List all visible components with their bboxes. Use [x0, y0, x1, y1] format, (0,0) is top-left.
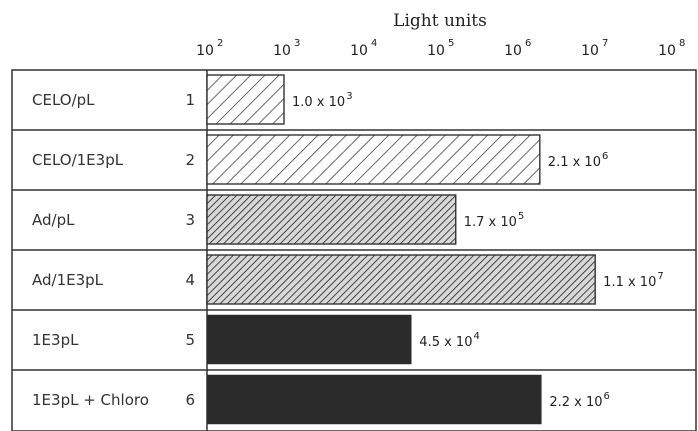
data-label: 1.0 x 10 — [292, 95, 345, 110]
row-label: 1E3pL + Chloro — [32, 391, 149, 409]
chart-row: 1E3pL 5 4.5 x 10 4 — [12, 309, 696, 365]
row-number: 6 — [185, 391, 195, 409]
data-label: 2.2 x 10 — [549, 395, 602, 410]
x-tick-label: 10 — [196, 43, 214, 59]
x-tick-label: 10 — [658, 43, 676, 59]
row-label: CELO/pL — [32, 91, 95, 109]
row-number: 2 — [185, 151, 195, 169]
bar — [206, 74, 285, 125]
row-label: 1E3pL — [32, 331, 79, 349]
chart-row: CELO/pL 1 1.0 x 10 3 — [32, 74, 353, 125]
x-axis-title: Light units — [393, 11, 487, 31]
data-label: 1.1 x 10 — [603, 275, 656, 290]
chart-row: Ad/1E3pL 4 1.1 x 10 7 — [12, 249, 696, 305]
bar — [206, 134, 541, 185]
bar — [206, 254, 596, 305]
x-tick-label: 10 — [504, 43, 522, 59]
bar — [206, 194, 457, 245]
x-tick-label: 10 — [273, 43, 291, 59]
data-label-exponent: 5 — [518, 211, 524, 222]
bar — [206, 374, 542, 425]
data-label: 2.1 x 10 — [548, 155, 601, 170]
data-label-exponent: 6 — [602, 151, 608, 162]
x-tick-label: 10 — [581, 43, 599, 59]
x-tick-exponent: 3 — [294, 38, 300, 49]
chart-row: 1E3pL + Chloro 6 2.2 x 10 6 — [12, 369, 696, 425]
x-tick-exponent: 2 — [217, 38, 223, 49]
data-label-exponent: 7 — [657, 271, 663, 282]
row-label: Ad/pL — [32, 211, 75, 229]
bar — [206, 314, 412, 365]
x-tick-label: 10 — [350, 43, 368, 59]
x-tick-exponent: 6 — [525, 38, 531, 49]
data-label-exponent: 3 — [346, 91, 352, 102]
row-number: 3 — [185, 211, 195, 229]
data-label-exponent: 6 — [604, 391, 610, 402]
x-tick-exponent: 5 — [448, 38, 454, 49]
row-number: 4 — [185, 271, 195, 289]
x-tick-label: 10 — [427, 43, 445, 59]
x-axis-ticks: 10 2 10 3 10 4 10 5 10 6 10 7 10 8 — [196, 38, 685, 59]
x-tick-exponent: 4 — [371, 38, 377, 49]
chart-row: Ad/pL 3 1.7 x 10 5 — [12, 189, 696, 245]
x-tick-exponent: 7 — [602, 38, 608, 49]
row-number: 5 — [185, 331, 195, 349]
data-label: 4.5 x 10 — [419, 335, 472, 350]
row-number: 1 — [185, 91, 195, 109]
data-label: 1.7 x 10 — [464, 215, 517, 230]
x-tick-exponent: 8 — [679, 38, 685, 49]
data-label-exponent: 4 — [473, 331, 479, 342]
row-label: Ad/1E3pL — [32, 271, 104, 289]
chart-row: CELO/1E3pL 2 2.1 x 10 6 — [12, 129, 696, 185]
row-label: CELO/1E3pL — [32, 151, 124, 169]
